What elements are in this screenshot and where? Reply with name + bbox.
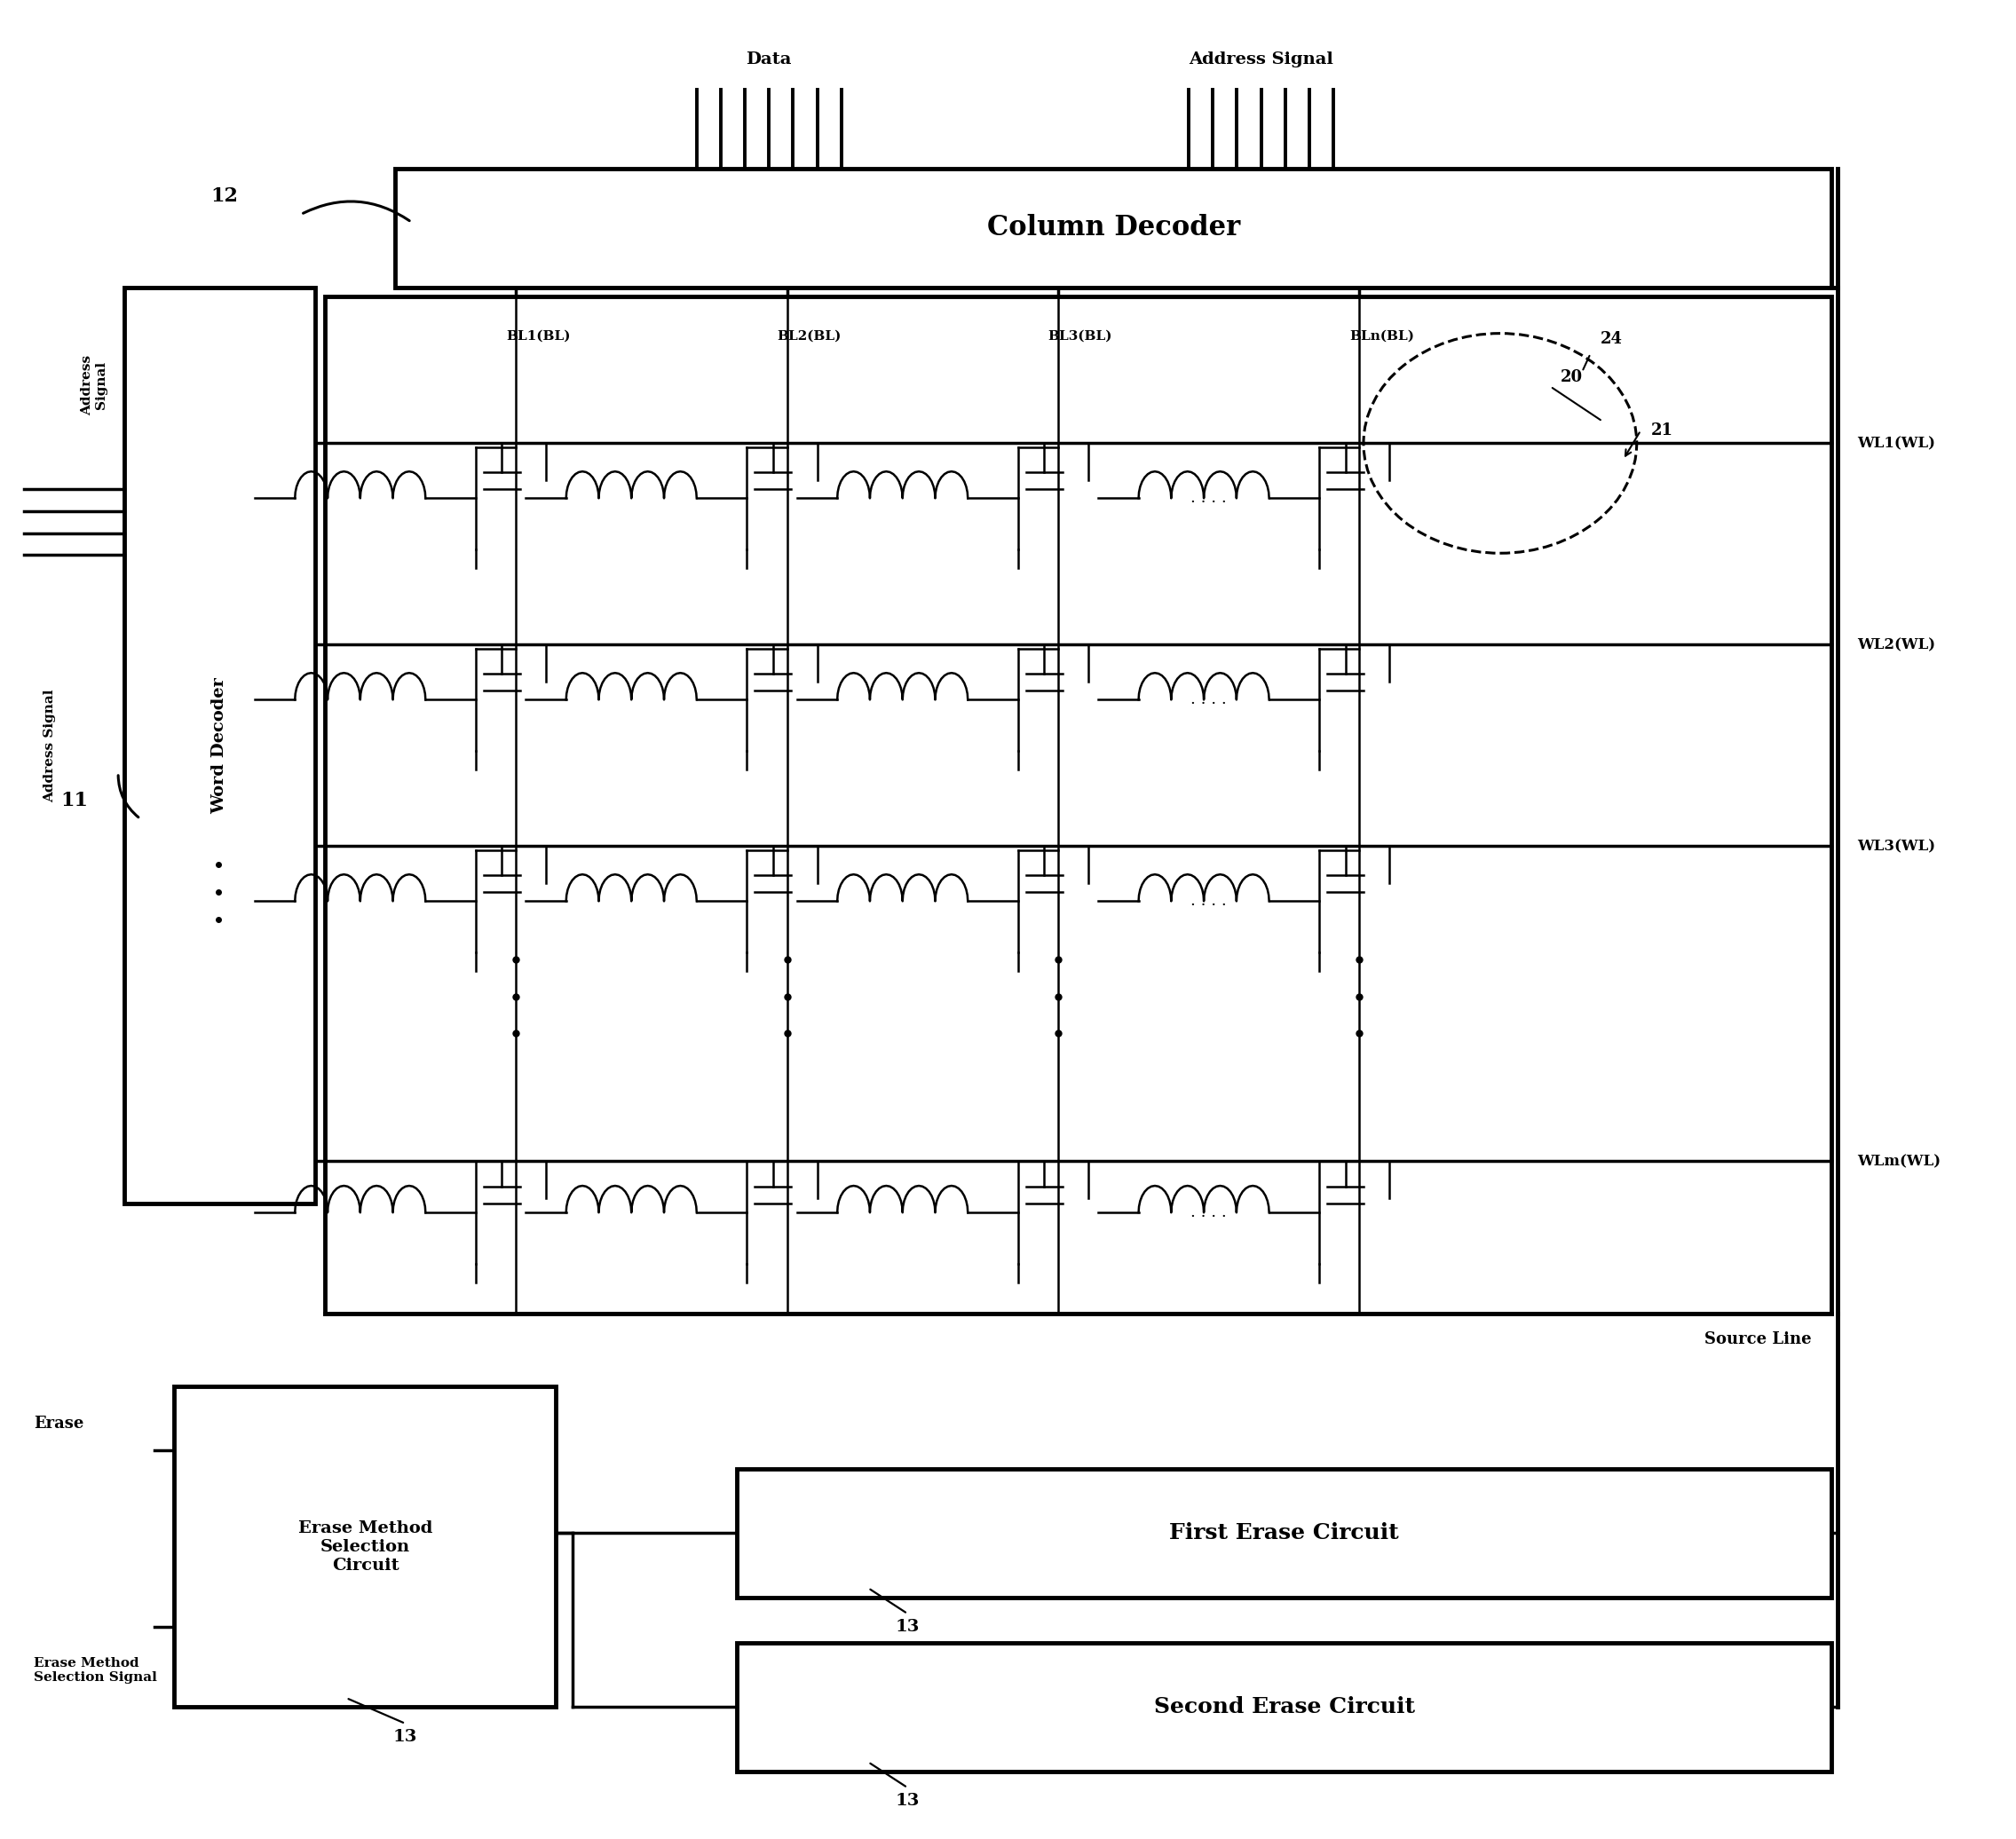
Text: 12: 12 [212, 186, 238, 206]
Text: Data: Data [746, 51, 792, 68]
Text: Second Erase Circuit: Second Erase Circuit [1153, 1696, 1415, 1718]
Text: 13: 13 [895, 1793, 919, 1810]
FancyArrowPatch shape [871, 1764, 905, 1786]
Text: 11: 11 [60, 791, 89, 811]
FancyArrowPatch shape [349, 1699, 403, 1723]
Text: WL3(WL): WL3(WL) [1857, 839, 1935, 853]
Text: Source Line: Source Line [1704, 1331, 1812, 1348]
Text: Erase: Erase [34, 1416, 85, 1431]
FancyBboxPatch shape [175, 1387, 556, 1707]
FancyBboxPatch shape [736, 1642, 1831, 1771]
Text: Word Decoder: Word Decoder [212, 677, 228, 815]
Text: Erase Method
Selection
Circuit: Erase Method Selection Circuit [298, 1521, 433, 1574]
FancyBboxPatch shape [125, 287, 314, 1203]
Text: . . . .: . . . . [1191, 491, 1228, 506]
Text: Erase Method
Selection Signal: Erase Method Selection Signal [34, 1657, 157, 1685]
Text: BLn(BL): BLn(BL) [1349, 329, 1415, 342]
FancyBboxPatch shape [736, 1469, 1831, 1598]
Text: . . . .: . . . . [1191, 1205, 1228, 1221]
Text: WL1(WL): WL1(WL) [1857, 436, 1935, 451]
Text: 24: 24 [1601, 331, 1623, 348]
FancyBboxPatch shape [395, 169, 1831, 287]
Text: BL2(BL): BL2(BL) [776, 329, 841, 342]
FancyArrowPatch shape [1625, 432, 1639, 456]
Text: 13: 13 [393, 1729, 417, 1745]
FancyArrowPatch shape [119, 776, 139, 817]
Text: BL1(BL): BL1(BL) [506, 329, 571, 342]
FancyBboxPatch shape [325, 296, 1831, 1313]
Text: Address Signal: Address Signal [44, 690, 56, 802]
Text: 13: 13 [895, 1618, 919, 1635]
Text: Column Decoder: Column Decoder [988, 215, 1240, 241]
Text: WLm(WL): WLm(WL) [1857, 1153, 1941, 1170]
FancyArrowPatch shape [302, 202, 409, 221]
FancyArrowPatch shape [1552, 388, 1601, 419]
Text: 20: 20 [1560, 370, 1583, 386]
Text: Address
Signal: Address Signal [81, 355, 107, 416]
Text: 21: 21 [1651, 423, 1673, 438]
Text: BL3(BL): BL3(BL) [1048, 329, 1113, 342]
Text: Address Signal: Address Signal [1189, 51, 1333, 68]
Text: . . . .: . . . . [1191, 691, 1228, 708]
FancyArrowPatch shape [871, 1589, 905, 1613]
FancyArrowPatch shape [1583, 355, 1589, 370]
Text: . . . .: . . . . [1191, 894, 1228, 908]
Text: WL2(WL): WL2(WL) [1857, 638, 1935, 653]
Text: First Erase Circuit: First Erase Circuit [1169, 1523, 1399, 1543]
